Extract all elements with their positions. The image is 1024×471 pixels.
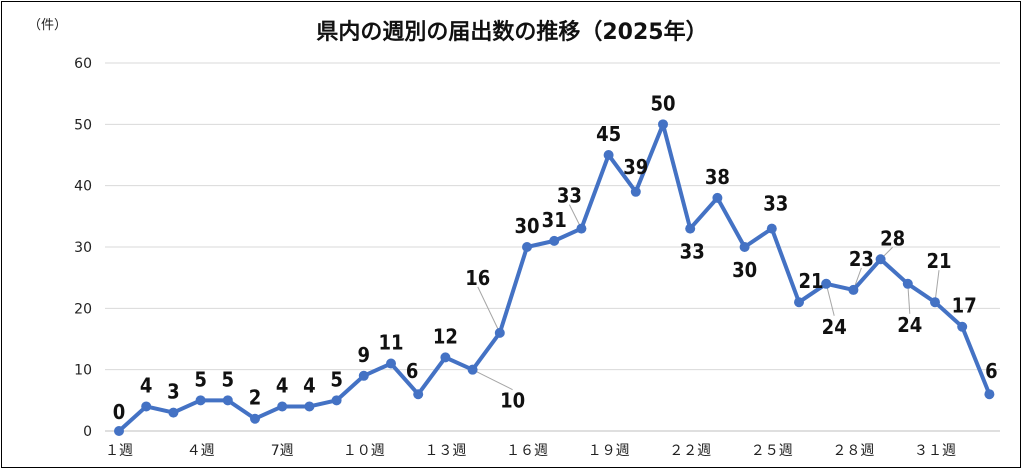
leader-line <box>477 286 501 334</box>
data-label-week-4: 5 <box>194 367 207 391</box>
data-point-week-1 <box>114 426 124 436</box>
leader-line <box>907 283 911 314</box>
data-label-week-27: 24 <box>822 315 847 339</box>
data-label-week-15: 16 <box>465 266 490 290</box>
y-tick-label: 20 <box>74 301 92 317</box>
data-point-week-32 <box>957 321 968 332</box>
data-label-week-24: 30 <box>732 258 757 282</box>
data-label-week-19: 45 <box>596 122 621 146</box>
data-point-week-15 <box>494 327 505 338</box>
data-point-week-19 <box>603 150 614 160</box>
data-point-week-14 <box>467 364 478 375</box>
x-tick-label: １０週 <box>343 443 385 459</box>
data-point-week-13 <box>440 352 451 363</box>
y-tick-label: 0 <box>83 424 92 440</box>
data-label-week-8: 4 <box>303 373 316 397</box>
chart-title: 県内の週別の届出数の推移（2025年） <box>316 20 708 45</box>
x-tick-label: １９週 <box>588 443 630 459</box>
data-label-week-25: 33 <box>763 192 788 216</box>
data-point-week-22 <box>685 223 696 234</box>
data-point-week-5 <box>222 395 233 406</box>
data-label-week-13: 12 <box>433 324 458 348</box>
x-axis-ticks: １週 ４週 7週 １０週 １３週 １６週 １９週 ２２週 ２５週 ２８週 ３１週 <box>105 443 956 459</box>
data-point-week-30 <box>902 278 913 289</box>
x-tick-label: １週 <box>105 443 133 459</box>
data-label-week-16: 30 <box>514 214 539 238</box>
data-point-week-27 <box>821 278 832 289</box>
y-axis-ticks: 0 10 20 30 40 50 60 <box>74 56 92 440</box>
data-label-week-26: 21 <box>798 269 823 293</box>
data-point-week-9 <box>331 395 342 406</box>
x-tick-label: ４週 <box>187 443 215 459</box>
data-point-week-31 <box>930 297 940 308</box>
data-label-week-12: 6 <box>406 359 419 383</box>
data-point-week-7 <box>277 401 288 412</box>
data-label-week-1: 0 <box>113 400 126 424</box>
x-tick-label: ３１週 <box>914 443 956 459</box>
data-point-week-18 <box>576 223 587 234</box>
data-label-week-32: 17 <box>952 294 977 318</box>
data-point-week-20 <box>630 186 641 197</box>
data-label-week-29: 28 <box>880 226 905 250</box>
x-tick-label: ２８週 <box>832 443 874 459</box>
data-point-week-29 <box>875 254 886 265</box>
y-unit-label: （件） <box>28 18 68 33</box>
data-point-week-8 <box>304 401 315 412</box>
data-label-week-7: 4 <box>276 373 289 397</box>
data-point-week-28 <box>848 284 859 295</box>
data-label-week-20: 39 <box>623 155 648 179</box>
data-point-week-33 <box>984 389 995 400</box>
data-label-week-31: 21 <box>926 249 951 273</box>
data-label-week-22: 33 <box>680 240 705 264</box>
data-point-week-23 <box>712 192 723 203</box>
y-tick-label: 30 <box>74 240 92 256</box>
y-tick-label: 50 <box>74 117 92 133</box>
data-label-week-28: 23 <box>849 247 874 271</box>
leader-line <box>825 283 835 316</box>
data-point-week-16 <box>522 242 532 252</box>
data-point-week-17 <box>549 235 560 246</box>
data-point-week-2 <box>141 401 152 412</box>
data-label-week-30: 24 <box>897 313 922 337</box>
data-point-week-25 <box>766 223 777 234</box>
x-tick-label: １６週 <box>506 443 548 459</box>
data-point-week-24 <box>739 242 750 252</box>
y-tick-label: 10 <box>74 363 92 379</box>
y-tick-label: 60 <box>74 56 92 72</box>
data-label-week-3: 3 <box>167 380 180 404</box>
data-label-week-2: 4 <box>140 373 153 397</box>
data-label-week-17: 31 <box>542 208 567 232</box>
data-point-week-6 <box>250 413 260 424</box>
gridlines <box>105 62 1000 432</box>
y-tick-label: 40 <box>74 179 92 195</box>
data-label-week-9: 5 <box>330 367 343 391</box>
data-label-week-5: 5 <box>222 367 235 391</box>
x-tick-label: ２５週 <box>751 443 793 459</box>
data-point-week-26 <box>794 297 804 308</box>
data-point-week-3 <box>168 407 179 418</box>
data-point-week-12 <box>413 389 424 400</box>
data-label-week-33: 6 <box>985 359 998 383</box>
x-tick-label: １３週 <box>424 443 466 459</box>
label-leader-lines <box>472 204 940 391</box>
data-label-week-14: 10 <box>500 389 525 413</box>
data-point-week-4 <box>195 395 206 406</box>
x-tick-label: ２２週 <box>669 443 711 459</box>
x-tick-label: 7週 <box>271 443 294 459</box>
leader-line <box>472 369 513 391</box>
data-label-week-21: 50 <box>650 91 675 115</box>
data-label-week-18: 33 <box>557 184 582 208</box>
data-label-week-10: 9 <box>358 343 371 367</box>
data-label-week-11: 11 <box>378 331 403 355</box>
data-point-week-21 <box>658 119 668 130</box>
data-label-week-6: 2 <box>249 386 262 410</box>
leader-line <box>934 270 940 303</box>
data-point-week-10 <box>358 370 369 381</box>
data-point-week-11 <box>386 358 396 369</box>
data-points <box>114 119 995 436</box>
data-label-week-23: 38 <box>705 165 730 189</box>
